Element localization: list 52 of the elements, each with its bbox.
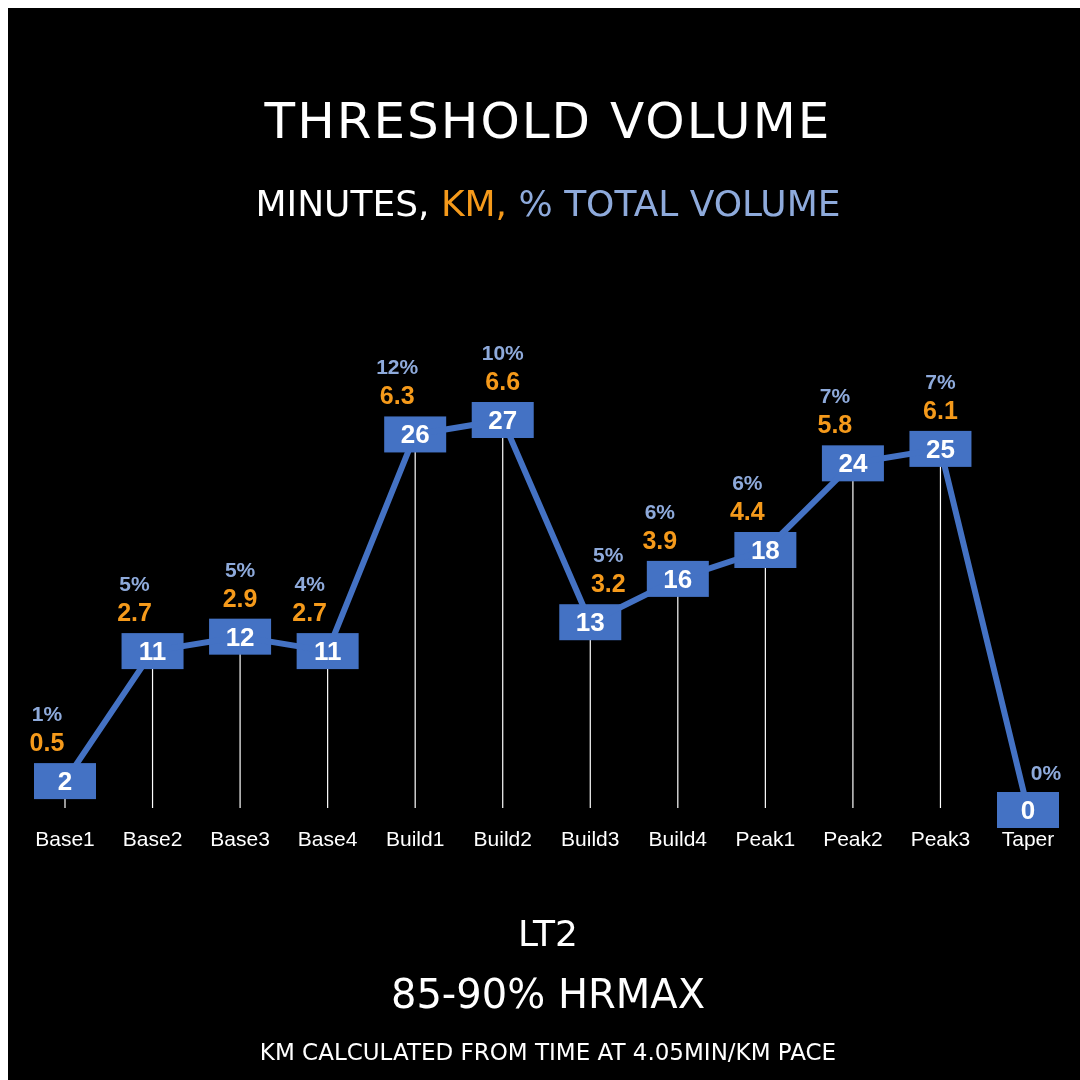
annotation: 0.5 <box>29 728 65 757</box>
data-label: 25 <box>925 433 955 464</box>
chart-title: THRESHOLD VOLUME <box>263 92 832 150</box>
data-label: 0 <box>1020 795 1036 825</box>
x-tick-label: Build4 <box>648 827 708 850</box>
data-label: 16 <box>663 563 693 594</box>
x-tick-label: Base3 <box>210 827 270 850</box>
x-tick-label: Base1 <box>35 827 95 850</box>
annotation: 3.2 <box>590 569 626 598</box>
x-tick-label: Peak1 <box>735 827 796 850</box>
data-label: 12 <box>225 621 255 652</box>
text: 85-90% HRMAX <box>390 971 706 1017</box>
annotation: 2.7 <box>117 598 152 627</box>
data-label: 11 <box>138 636 167 667</box>
x-tick-label: Base2 <box>122 827 183 850</box>
x-tick-label: Peak2 <box>823 827 883 850</box>
annotation: 0% <box>1030 761 1062 784</box>
x-tick-label: Build1 <box>385 827 445 850</box>
data-label: 2 <box>57 766 73 797</box>
x-tick-label: Build2 <box>473 827 532 850</box>
annotation: 2.9 <box>222 583 258 612</box>
annotation: 2.7 <box>292 598 328 627</box>
annotation: 4.4 <box>729 497 765 525</box>
annotation: 5% <box>224 557 256 581</box>
annotation: 6.1 <box>923 395 958 424</box>
chart-subtitle: MINUTES, KM, % TOTAL VOLUME <box>255 183 841 224</box>
annotation: 7% <box>819 384 851 408</box>
annotation: 1% <box>31 702 63 726</box>
annotation: 4% <box>294 572 326 596</box>
annotation: 10% <box>481 341 525 364</box>
x-tick-label: Taper <box>1001 827 1055 850</box>
annotation: 6.3 <box>379 381 415 410</box>
data-label: 18 <box>750 535 780 565</box>
annotation: 5.8 <box>817 410 853 439</box>
annotation: 5% <box>119 572 151 596</box>
x-tick-label: Base4 <box>297 827 358 850</box>
annotation: 6.6 <box>485 367 521 395</box>
annotation: 7% <box>925 369 956 393</box>
annotation: 6% <box>732 471 763 494</box>
text: KM CALCULATED FROM TIME AT 4.05MIN/KM PACE <box>259 1039 837 1065</box>
data-label: 27 <box>488 405 518 435</box>
data-label: 11 <box>313 636 342 667</box>
x-tick-label: Peak3 <box>910 827 971 850</box>
annotation: 12% <box>376 355 419 379</box>
data-label: 24 <box>838 448 868 479</box>
annotation: 3.9 <box>642 525 678 554</box>
x-tick-label: Build3 <box>561 827 620 850</box>
annotation: 5% <box>593 543 624 567</box>
data-label: 13 <box>575 607 605 638</box>
text: LT2 <box>518 913 578 954</box>
data-label: 26 <box>400 419 430 450</box>
annotation: 6% <box>644 499 676 523</box>
